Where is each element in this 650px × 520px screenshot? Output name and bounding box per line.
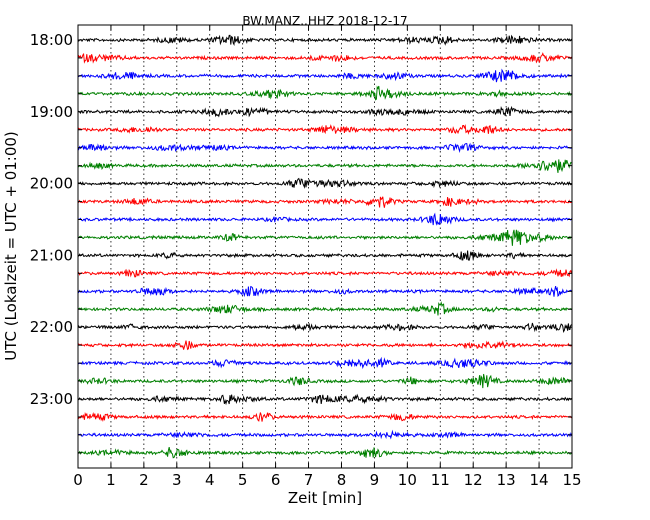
y-tick-label: 21:00 [30,246,73,264]
y-tick-label: 23:00 [30,390,73,408]
x-tick-label: 14 [530,471,549,489]
seismogram-trace [77,411,572,422]
seismogram-trace [77,142,572,154]
y-tick-label: 19:00 [30,103,73,121]
seismogram-trace [77,68,572,83]
seismogram-trace [77,212,573,226]
seismogram-trace [77,322,572,334]
y-tick-label: 22:00 [30,318,73,336]
seismogram-trace [77,393,573,406]
seismogram-trace [77,105,572,118]
seismogram-trace [77,268,573,278]
y-axis-ticks: 18:00 19:00 20:00 21:00 22:00 23:00 [30,31,572,454]
seismogram-trace [77,123,572,135]
y-axis-label: UTC (Lokalzeit = UTC + 01:00) [2,131,20,361]
x-tick-label: 2 [139,471,149,489]
seismogram-trace [77,446,573,459]
x-tick-label: 9 [370,471,380,489]
seismogram-trace [77,285,573,298]
x-tick-label: 5 [238,471,248,489]
seismogram-trace [77,196,572,208]
x-axis-label: Zeit [min] [288,489,362,507]
x-tick-label: 12 [464,471,483,489]
seismogram-trace [77,229,572,246]
y-tick-label: 20:00 [30,175,73,193]
x-tick-label: 1 [106,471,116,489]
seismogram-trace [77,250,572,261]
seismogram-trace [77,177,572,189]
seismogram-trace [77,34,573,46]
seismogram-trace [77,85,572,101]
seismogram-trace [77,52,573,64]
x-tick-label: 10 [398,471,417,489]
x-tick-label: 15 [562,471,581,489]
x-tick-label: 11 [431,471,450,489]
x-axis-ticks: 0 1 2 3 4 5 6 7 8 9 10 11 12 13 14 15 [73,25,582,489]
vertical-grid [110,25,540,468]
seismogram-traces [77,34,573,459]
seismogram-trace [77,159,572,173]
seismogram-trace [77,373,572,389]
x-tick-label: 7 [304,471,314,489]
seismogram-trace [77,340,572,351]
x-tick-label: 4 [205,471,215,489]
chart-title: BW.MANZ..HHZ 2018-12-17 [242,14,407,28]
x-tick-label: 3 [172,471,182,489]
x-tick-label: 8 [337,471,347,489]
x-tick-label: 13 [497,471,516,489]
x-tick-label: 6 [271,471,281,489]
seismogram-trace [77,356,572,370]
y-tick-label: 18:00 [30,31,73,49]
x-tick-label: 0 [73,471,83,489]
seismogram-trace [77,429,573,440]
plot-frame [77,24,573,469]
seismogram-trace [77,301,572,316]
